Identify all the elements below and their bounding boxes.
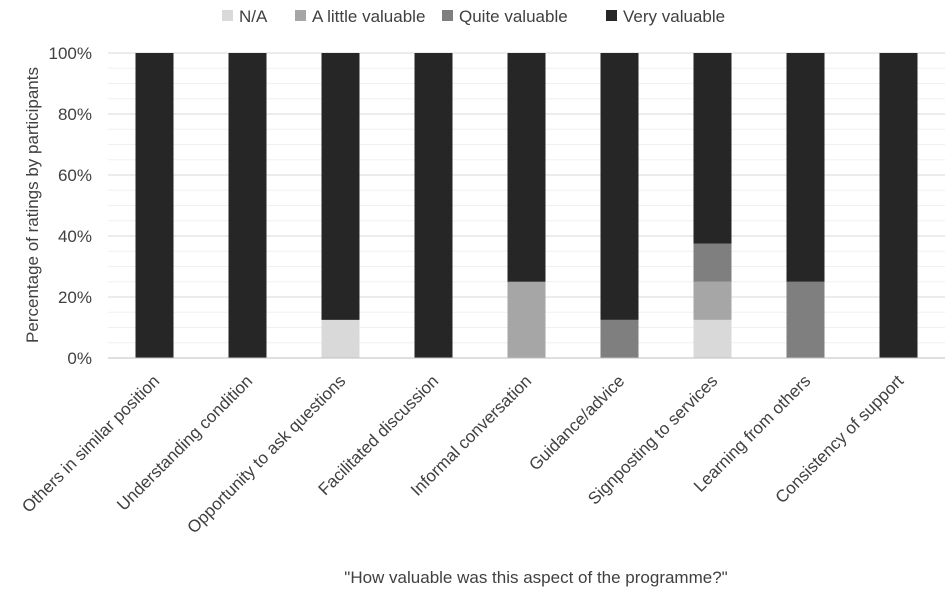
x-axis-categories: Others in similar positionUnderstanding … xyxy=(18,371,907,537)
y-tick-label: 20% xyxy=(58,288,92,307)
bar-segment xyxy=(414,53,453,358)
y-axis-ticks: 0% 20% 40% 60% 80% 100% xyxy=(49,44,92,368)
bar-segment xyxy=(135,53,174,358)
y-tick-label: 60% xyxy=(58,166,92,185)
bar-segment xyxy=(321,319,360,358)
y-axis-title: Percentage of ratings by participants xyxy=(23,67,42,343)
x-category-label: Opportunity to ask questions xyxy=(184,371,350,537)
x-category-label: Guidance/advice xyxy=(525,371,628,474)
legend-label: Very valuable xyxy=(623,7,725,26)
bar-segment xyxy=(693,319,732,358)
bar-segment xyxy=(879,53,918,358)
bar-segment xyxy=(600,319,639,358)
bar-segment xyxy=(228,53,267,358)
bar-segment xyxy=(321,53,360,320)
x-axis-title: "How valuable was this aspect of the pro… xyxy=(344,568,727,587)
legend-swatch xyxy=(295,10,306,21)
bar-segment xyxy=(693,53,732,244)
legend-label: A little valuable xyxy=(312,7,425,26)
legend-label: Quite valuable xyxy=(459,7,568,26)
legend-swatch xyxy=(442,10,453,21)
legend-label: N/A xyxy=(239,7,268,26)
y-tick-label: 0% xyxy=(67,349,92,368)
bar-segment xyxy=(693,281,732,320)
legend-swatch xyxy=(606,10,617,21)
bar-segment xyxy=(786,53,825,282)
y-tick-label: 80% xyxy=(58,105,92,124)
legend: N/A A little valuable Quite valuable Very v… xyxy=(222,7,725,26)
y-tick-label: 100% xyxy=(49,44,92,63)
y-tick-label: 40% xyxy=(58,227,92,246)
legend-swatch xyxy=(222,10,233,21)
bars xyxy=(135,53,918,358)
bar-segment xyxy=(693,243,732,282)
bar-segment xyxy=(507,53,546,282)
bar-segment xyxy=(786,281,825,358)
bar-segment xyxy=(600,53,639,320)
bar-segment xyxy=(507,281,546,358)
